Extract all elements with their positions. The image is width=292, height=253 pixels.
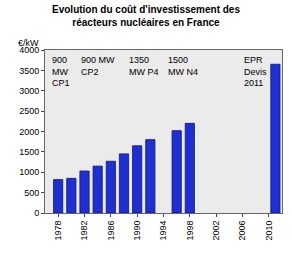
svg-text:1500MW N4: 1500MW N4 bbox=[168, 55, 198, 77]
svg-text:1982: 1982 bbox=[79, 221, 89, 241]
svg-text:1978: 1978 bbox=[53, 221, 63, 241]
svg-text:500: 500 bbox=[24, 188, 39, 198]
svg-text:0: 0 bbox=[34, 208, 39, 218]
svg-text:2002: 2002 bbox=[211, 221, 221, 241]
svg-text:1994: 1994 bbox=[158, 221, 168, 241]
svg-text:1000: 1000 bbox=[19, 167, 39, 177]
svg-text:2500: 2500 bbox=[19, 106, 39, 116]
svg-text:2000: 2000 bbox=[19, 127, 39, 137]
svg-text:1990: 1990 bbox=[132, 221, 142, 241]
svg-text:1500: 1500 bbox=[19, 147, 39, 157]
svg-text:3500: 3500 bbox=[19, 66, 39, 76]
svg-text:2010: 2010 bbox=[264, 221, 274, 241]
svg-text:4000: 4000 bbox=[19, 45, 39, 55]
svg-text:Evolution du coût d'investisse: Evolution du coût d'investissement desré… bbox=[52, 4, 240, 28]
svg-text:2006: 2006 bbox=[237, 221, 247, 241]
svg-text:€/kW: €/kW bbox=[18, 38, 39, 48]
svg-text:1986: 1986 bbox=[106, 221, 116, 241]
svg-text:900MWCP1: 900MWCP1 bbox=[52, 55, 70, 88]
svg-text:900 MWCP2: 900 MWCP2 bbox=[81, 55, 115, 77]
svg-text:EPRDevis2011: EPRDevis2011 bbox=[244, 55, 267, 88]
svg-text:1998: 1998 bbox=[185, 221, 195, 241]
svg-text:1350MW P4: 1350MW P4 bbox=[129, 55, 159, 77]
svg-text:3000: 3000 bbox=[19, 86, 39, 96]
